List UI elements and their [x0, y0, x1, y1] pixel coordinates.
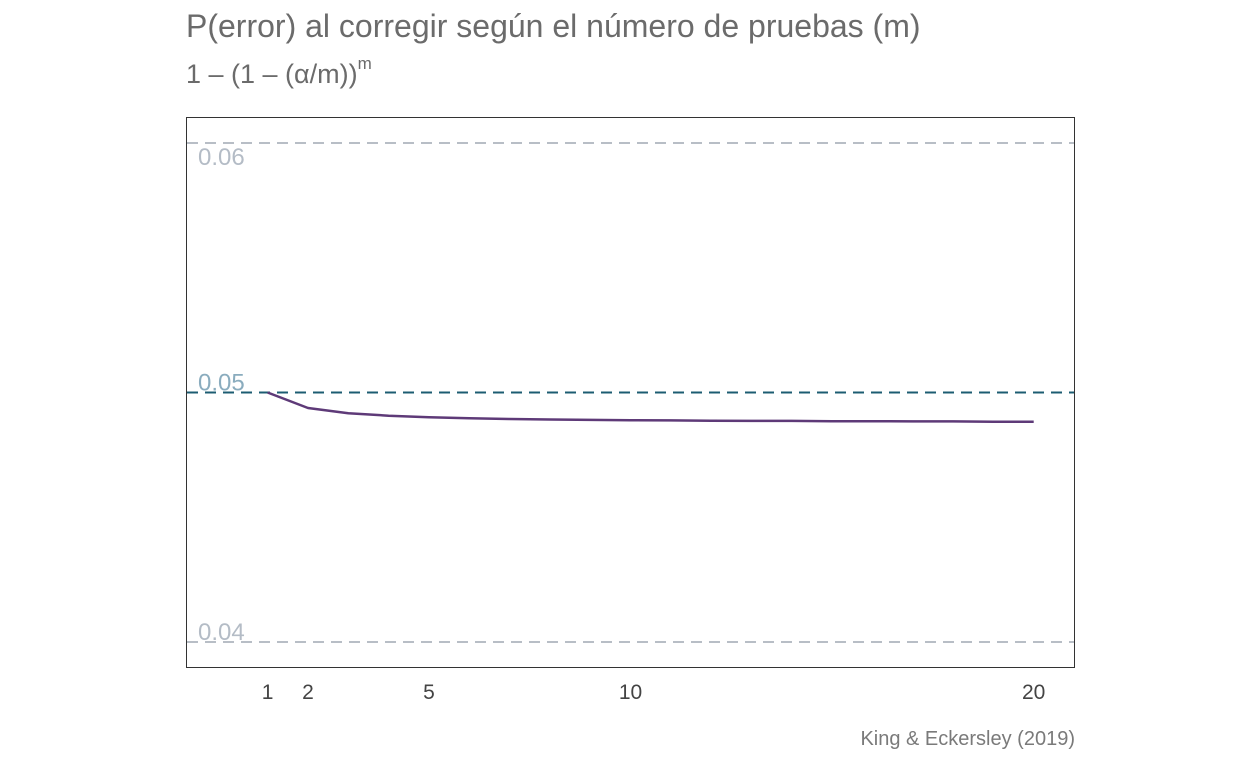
chart-subtitle: 1 – (1 – (α/m))m	[186, 54, 372, 90]
chart-title: P(error) al corregir según el número de …	[186, 8, 921, 44]
x-tick-label: 2	[302, 681, 314, 704]
grid-layer	[187, 141, 1074, 644]
x-tick-labels: 1 2 5 10 20	[262, 681, 1046, 704]
y-tick-label: 0.06	[198, 144, 245, 171]
subtitle-exponent: m	[357, 54, 372, 73]
series-layer	[267, 391, 1034, 423]
x-tick-label: 20	[1022, 681, 1045, 704]
x-tick-label: 1	[262, 681, 274, 704]
y-tick-labels: 0.04 0.05 0.06	[198, 144, 245, 646]
x-tick-label: 5	[423, 681, 435, 704]
subtitle-formula: 1 – (1 – (α/m))m	[186, 54, 372, 89]
y-tick-label: 0.05	[198, 370, 245, 397]
y-tick-label: 0.04	[198, 619, 245, 646]
chart-caption: King & Eckersley (2019)	[860, 728, 1075, 750]
x-tick-label: 10	[619, 681, 642, 704]
series-line	[267, 391, 1034, 423]
plot-border	[186, 117, 1075, 668]
